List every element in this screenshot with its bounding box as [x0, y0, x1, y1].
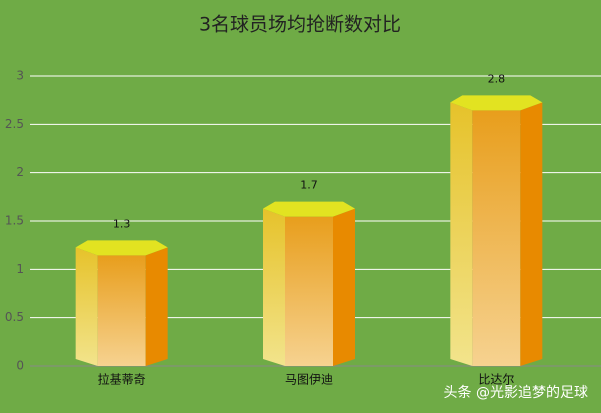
bar: [450, 95, 543, 366]
value-label: 1.3: [113, 217, 131, 230]
x-tick-label: 比达尔: [478, 372, 514, 387]
bar-right-face: [333, 208, 355, 366]
bar-left-face: [450, 102, 473, 366]
bar-top: [75, 240, 168, 256]
bar: [263, 201, 355, 366]
y-tick-label: 0.5: [5, 310, 24, 324]
y-tick-label: 0: [16, 359, 24, 373]
x-tick-label: 拉基蒂奇: [98, 372, 146, 387]
chart-title: 3名球员场均抢断数对比: [199, 14, 401, 36]
x-tick-label: 马图伊迪: [285, 373, 333, 387]
bar-left-face: [263, 208, 285, 366]
y-tick-label: 2: [16, 165, 24, 179]
bar-top: [450, 95, 543, 111]
y-tick-label: 2.5: [5, 117, 24, 131]
bar-right-face: [145, 247, 168, 366]
bar-left-face: [75, 247, 98, 366]
bar-front-face: [472, 110, 521, 366]
y-tick-label: 1.5: [5, 214, 24, 228]
y-tick-label: 1: [16, 262, 24, 276]
watermark: 头条 @光影追梦的足球: [444, 384, 588, 401]
value-label: 2.8: [488, 72, 506, 85]
y-tick-label: 3: [16, 69, 24, 83]
value-label: 1.7: [300, 179, 318, 192]
bar-right-face: [520, 102, 543, 366]
bar-front-face: [285, 216, 333, 366]
bar: [75, 240, 168, 366]
bar-front-face: [97, 255, 146, 366]
bar-top: [263, 201, 355, 217]
